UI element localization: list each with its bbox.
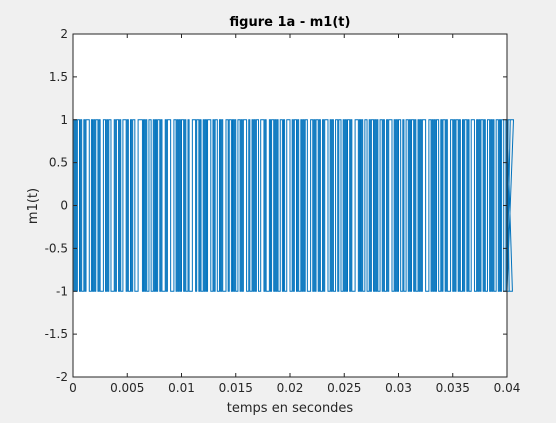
- x-axis-label: temps en secondes: [227, 401, 354, 416]
- x-tick-label: 0.02: [277, 381, 304, 395]
- x-tick-label: 0.04: [494, 381, 521, 395]
- y-tick-label: 0: [60, 199, 68, 213]
- x-tick-label: 0.035: [436, 381, 470, 395]
- x-tick-label: 0.015: [219, 381, 253, 395]
- y-tick-label: 1.5: [49, 70, 68, 84]
- y-tick-label: -0.5: [45, 241, 68, 255]
- series-line: [73, 119, 515, 292]
- x-tick-label: 0.01: [168, 381, 195, 395]
- y-axis: -2 -1.5 -1 -0.5 0 0.5 1 1.5 2: [45, 27, 507, 384]
- y-axis-label: m1(t): [26, 188, 41, 224]
- x-tick-label: 0.005: [110, 381, 144, 395]
- chart-title: figure 1a - m1(t): [230, 15, 351, 30]
- x-tick-label: 0.03: [385, 381, 412, 395]
- y-tick-label: -1.5: [45, 327, 68, 341]
- signal-layer: [73, 119, 515, 292]
- y-tick-label: -2: [56, 370, 68, 384]
- y-tick-label: 2: [60, 27, 68, 41]
- y-tick-label: 0.5: [49, 156, 68, 170]
- x-axis: 0 0.005 0.01 0.015 0.02 0.025 0.03 0.035 0.04: [69, 34, 520, 395]
- y-tick-label: 1: [60, 113, 68, 127]
- y-tick-label: -1: [56, 284, 68, 298]
- x-tick-label: 0: [69, 381, 77, 395]
- x-tick-label: 0.025: [327, 381, 361, 395]
